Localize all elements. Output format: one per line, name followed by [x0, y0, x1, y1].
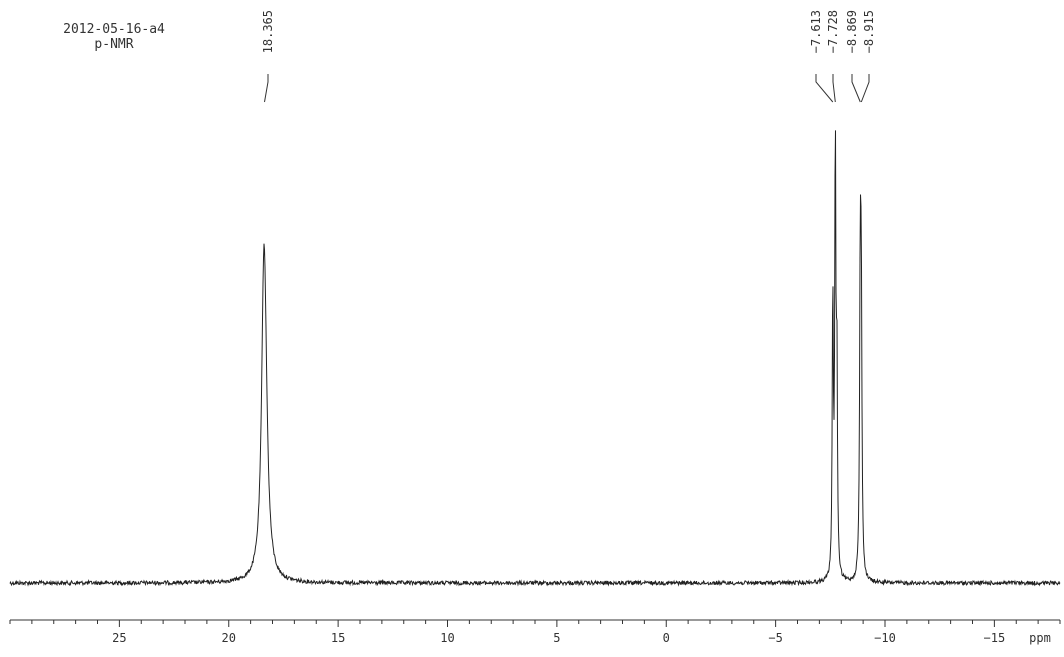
experiment-type: p-NMR — [94, 37, 134, 52]
x-tick-label: 15 — [331, 631, 345, 645]
spectrum-line — [9, 130, 1061, 587]
title-block: 2012-05-16-a4 p-NMR — [30, 22, 198, 52]
x-tick-label: 10 — [440, 631, 454, 645]
peak-label: −8.915 — [862, 10, 876, 53]
x-tick-label: 5 — [553, 631, 560, 645]
peak-label-connector — [264, 74, 269, 103]
x-tick-label: −5 — [768, 631, 782, 645]
x-tick-label: 25 — [112, 631, 126, 645]
peak-label: −8.869 — [845, 10, 859, 53]
peak-label-connector — [851, 74, 861, 103]
peak-label: −7.728 — [826, 10, 840, 53]
peak-label: −7.613 — [809, 10, 823, 53]
peak-label-connector — [860, 74, 870, 103]
peak-labels: 18.365 −7.613 −7.728 −8.869 −8.915 — [261, 10, 876, 103]
peak-label: 18.365 — [261, 10, 275, 53]
x-tick-label: 0 — [663, 631, 670, 645]
x-axis-label: ppm — [1029, 631, 1051, 645]
peak-label-connector — [815, 74, 834, 103]
x-tick-label: 20 — [222, 631, 236, 645]
x-axis: 25 20 15 10 5 0 −5 −10 −15 ppm — [9, 619, 1061, 645]
x-tick-label: −10 — [874, 631, 896, 645]
sample-id: 2012-05-16-a4 — [63, 22, 165, 37]
x-tick-label: −15 — [984, 631, 1006, 645]
spectrum-trace — [9, 130, 1061, 587]
peak-label-connector — [832, 74, 836, 103]
